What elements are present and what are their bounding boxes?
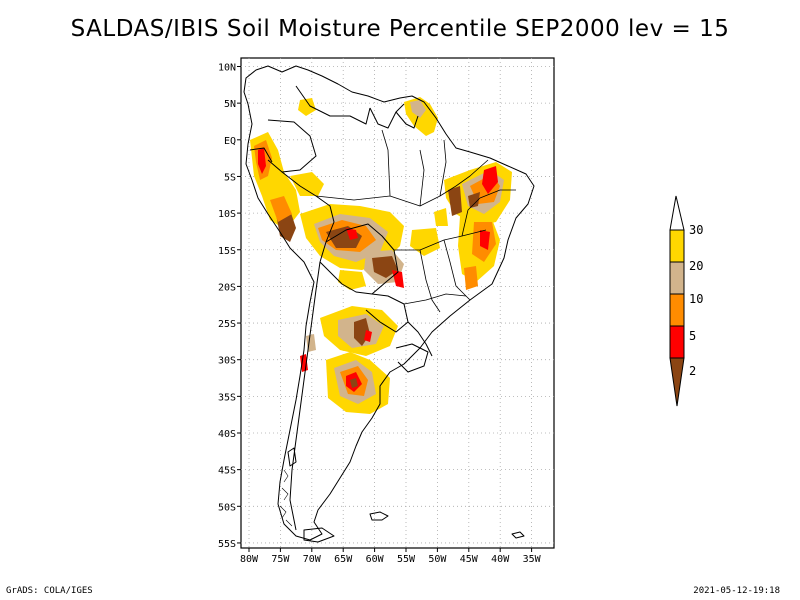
lat-tick-label: 30S [218, 356, 236, 367]
lon-tick-label: 45W [460, 554, 479, 565]
shade-ne-brown [448, 186, 462, 216]
colorbar-legend: 30 20 10 5 2 [669, 195, 703, 407]
lat-tick-label: 5S [224, 172, 236, 183]
shade-pantanal-brown [372, 256, 398, 278]
map-title: SALDAS/IBIS Soil Moisture Percentile SEP… [70, 16, 730, 42]
legend-label-20: 20 [689, 259, 703, 273]
lon-tick-label: 50W [428, 554, 447, 565]
legend-label-10: 10 [689, 292, 703, 306]
chiloe-island [287, 447, 297, 467]
lon-tick-label: 80W [240, 554, 259, 565]
lat-tick-label: 20S [218, 282, 236, 293]
shade-central-yellow [410, 228, 440, 256]
legend-label-5: 5 [689, 329, 696, 343]
lon-tick-label: 55W [397, 554, 416, 565]
chile-archipelago [279, 469, 293, 527]
tierra-del-fuego [303, 527, 335, 543]
shade-guianas-tan [410, 100, 426, 118]
lon-tick-label: 75W [271, 554, 290, 565]
lon-tick-label: 60W [366, 554, 385, 565]
border-venezuela [295, 85, 371, 125]
lat-tick-label: 10N [218, 63, 236, 74]
falkland-islands [369, 511, 389, 521]
legend-arrow-bottom [669, 357, 685, 407]
lat-tick-label: 50S [218, 502, 236, 513]
coastline-south-america [243, 65, 535, 541]
legend-label-2: 2 [689, 364, 696, 378]
border-chile-argentina [289, 261, 321, 531]
border-ecuador [249, 147, 273, 163]
shade-pampas-brown [350, 378, 358, 388]
plot-frame [240, 57, 555, 549]
legend-box-30 [669, 229, 685, 263]
lat-tick-label: 35S [218, 392, 236, 403]
shade-amazon-yellow [290, 172, 324, 196]
shade-east-orange2 [464, 266, 478, 290]
border-suriname [395, 111, 419, 129]
lon-tick-label: 70W [303, 554, 322, 565]
lon-tick-label: 65W [334, 554, 353, 565]
legend-box-5 [669, 325, 685, 359]
shade-chaco-red [364, 330, 372, 342]
shade-peru-red [258, 148, 266, 174]
lat-tick-label: 10S [218, 209, 236, 220]
shade-east-red [480, 230, 490, 250]
state-borders-brazil [315, 129, 516, 313]
legend-box-10 [669, 293, 685, 327]
axis-ticks: 80W 75W 70W 65W 60W 55W 50W 45W 40W 35W 10N 5N EQ 5S 1… [218, 63, 542, 566]
lat-tick-label: 45S [218, 466, 236, 477]
shade-cuyo-tan [306, 334, 316, 352]
lat-tick-label: 55S [218, 539, 236, 550]
shade-peru-orange2 [270, 196, 292, 222]
shade-bolivia-red [346, 228, 358, 240]
border-uruguay [395, 343, 429, 373]
legend-label-30: 30 [689, 223, 703, 237]
soil-moisture-shading [250, 97, 512, 414]
shade-amazon-yellow2 [298, 98, 316, 116]
grads-credit: GrADS: COLA/IGES [6, 586, 93, 596]
shade-ne-brown2 [468, 192, 480, 208]
lat-lon-grid [241, 58, 554, 548]
legend-box-20 [669, 261, 685, 295]
shade-ne-red [482, 166, 498, 194]
lat-tick-label: 15S [218, 246, 236, 257]
timestamp: 2021-05-12-19:18 [693, 586, 780, 596]
lat-tick-label: 25S [218, 319, 236, 330]
border-guyana [369, 103, 405, 129]
south-georgia-fragment [511, 531, 525, 539]
lon-tick-label: 40W [491, 554, 510, 565]
border-bolivia [319, 223, 399, 295]
shade-central-yellow2 [434, 208, 448, 226]
lat-tick-label: 40S [218, 429, 236, 440]
country-boundaries [243, 65, 535, 543]
legend-arrow-top [669, 195, 685, 231]
border-argentina-brazil [407, 321, 433, 357]
lon-tick-label: 35W [523, 554, 542, 565]
shade-pantanal-yellow [338, 270, 366, 290]
lat-tick-label: EQ [224, 136, 236, 147]
lat-tick-label: 5N [224, 99, 236, 110]
